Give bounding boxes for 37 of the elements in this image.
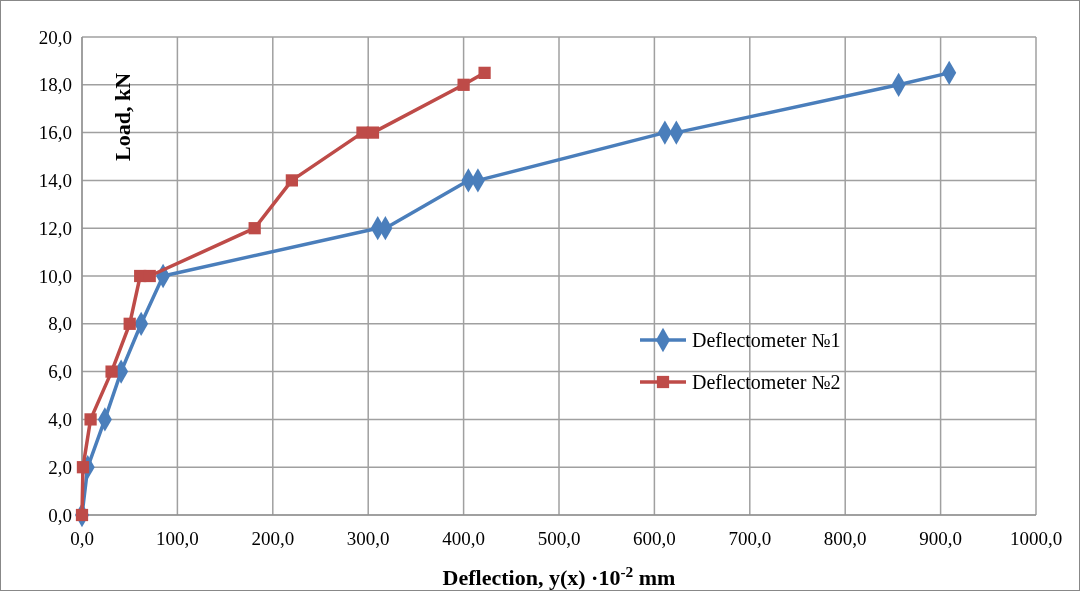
x-axis-title: Deflection, y(x) ·10$^{-2}$ mm bbox=[442, 562, 676, 590]
point bbox=[143, 269, 156, 283]
point bbox=[76, 461, 90, 474]
y-tick-label: 12,0 bbox=[38, 217, 72, 239]
y-tick-label: 14,0 bbox=[38, 170, 72, 192]
x-tick-label: 900,0 bbox=[919, 528, 962, 549]
legend-label: Deflectometer №1 bbox=[692, 329, 841, 351]
y-axis-title: Load, kN bbox=[110, 72, 135, 162]
point bbox=[457, 78, 470, 91]
y-tick-label: 2,0 bbox=[48, 456, 72, 478]
x-tick-label: 400,0 bbox=[442, 528, 485, 549]
point bbox=[105, 365, 118, 378]
y-tick-label: 20,0 bbox=[38, 26, 72, 48]
x-tick-label: 300,0 bbox=[346, 528, 390, 549]
y-tick-label: 16,0 bbox=[38, 122, 72, 144]
y-tick-label: 18,0 bbox=[38, 74, 72, 96]
y-tick-label: 10,0 bbox=[38, 265, 72, 287]
legend-label: Deflectometer №2 bbox=[692, 371, 841, 393]
x-tick-label: 200,0 bbox=[251, 528, 295, 549]
x-tick-label: 0,0 bbox=[70, 528, 94, 549]
x-tick-label: 1000,0 bbox=[1009, 528, 1063, 549]
y-tick-label: 8,0 bbox=[48, 313, 72, 335]
point bbox=[123, 317, 136, 330]
y-tick-label: 4,0 bbox=[48, 409, 72, 431]
x-tick-label: 800,0 bbox=[823, 528, 867, 549]
point bbox=[75, 508, 89, 522]
point bbox=[84, 413, 97, 426]
x-tick-label: 500,0 bbox=[537, 528, 581, 549]
y-tick-label: 0,0 bbox=[48, 504, 72, 526]
x-tick-label: 100,0 bbox=[156, 528, 199, 549]
x-tick-label: 600,0 bbox=[633, 528, 676, 549]
point bbox=[285, 174, 298, 187]
point bbox=[478, 66, 491, 79]
y-tick-label: 6,0 bbox=[48, 361, 72, 383]
x-tick-label: 700,0 bbox=[728, 528, 772, 549]
point bbox=[366, 126, 380, 139]
point bbox=[248, 222, 261, 235]
